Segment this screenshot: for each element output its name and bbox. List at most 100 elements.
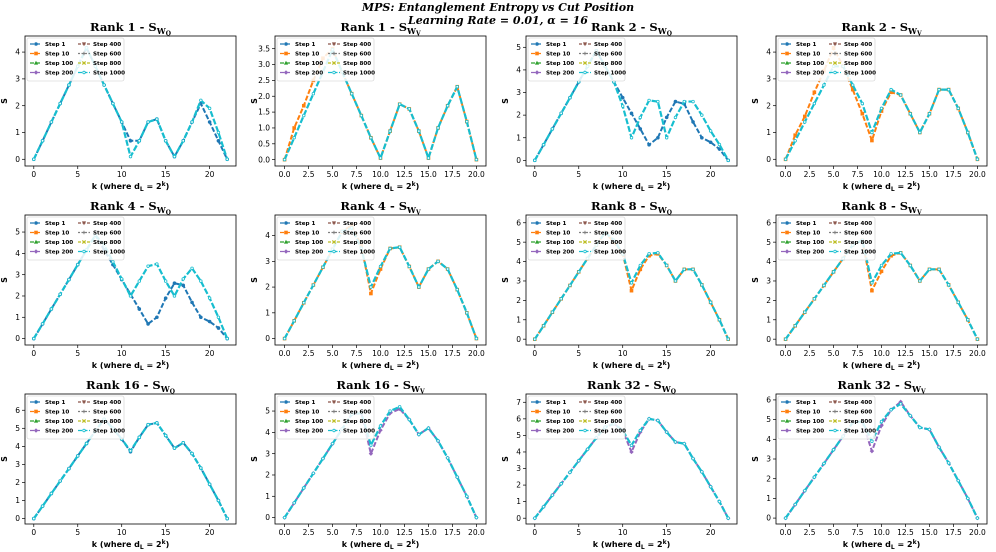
step-1000-marker <box>717 142 722 147</box>
legend-label: Step 200 <box>45 250 73 256</box>
step-1-marker <box>785 400 789 404</box>
y-tick-label: 4 <box>265 428 270 437</box>
step-1-marker <box>34 42 38 46</box>
x-tick-label: 10 <box>618 170 628 179</box>
y-tick-label: 4 <box>265 231 270 240</box>
step-1000-marker <box>84 441 89 446</box>
step-1000-marker <box>369 443 373 447</box>
y-tick-label: 2.5 <box>258 76 270 85</box>
x-tick-label: 0 <box>31 349 36 358</box>
panel-title: Rank 16 - SWV <box>336 378 425 396</box>
step-1000-marker <box>656 99 660 104</box>
x-tick-label: 20.0 <box>468 349 485 358</box>
y-tick-label: 2 <box>265 283 270 292</box>
step-1000-marker <box>282 336 287 341</box>
step-1000-marker <box>146 120 150 124</box>
legend-label: Step 400 <box>93 221 121 227</box>
step-1000-marker <box>111 101 115 106</box>
step-1000-marker <box>445 456 450 460</box>
legend-label: Step 10 <box>45 231 69 237</box>
step-400-marker <box>832 400 838 405</box>
legend-label: Step 400 <box>844 221 872 227</box>
legend-label: Step 1000 <box>93 71 125 77</box>
step-400-marker <box>832 42 838 47</box>
y-tick-label: 3.5 <box>258 44 270 53</box>
y-tick-label: 1 <box>766 315 771 324</box>
step-400-marker <box>81 400 87 405</box>
step-200-marker <box>534 70 540 75</box>
step-1000-marker <box>559 297 563 301</box>
x-tick-label: 7.5 <box>852 349 864 358</box>
step-1000-marker <box>647 417 651 421</box>
step-1000-marker <box>474 157 479 162</box>
step-1000-marker <box>833 428 837 433</box>
step-1000-marker <box>40 504 45 508</box>
y-tick-label: 3 <box>766 74 771 83</box>
step-1-marker <box>216 326 221 330</box>
x-tick-label: 7.5 <box>852 528 864 537</box>
legend-label: Step 100 <box>796 61 824 67</box>
x-tick-label: 0 <box>31 170 36 179</box>
step-1000-marker <box>638 428 642 433</box>
step-1000-marker <box>155 117 159 121</box>
step-600-marker <box>332 409 336 414</box>
x-tick-label: 15.0 <box>921 170 938 179</box>
step-1000-marker <box>49 120 54 124</box>
y-tick-label: 6 <box>766 396 771 405</box>
step-1000-marker <box>58 479 62 483</box>
panel-title: Rank 8 - SWV <box>841 199 922 217</box>
x-axis-label: k (where dL = 2k) <box>342 360 419 372</box>
step-1000-marker <box>163 139 168 143</box>
step-1-marker <box>146 322 150 326</box>
step-1000-marker <box>146 422 150 427</box>
step-1000-marker <box>583 70 587 75</box>
y-axis-label: S <box>0 98 9 104</box>
step-1000-marker <box>966 130 970 135</box>
step-400-marker <box>331 400 337 405</box>
step-1-marker <box>629 111 634 116</box>
x-axis-label: k (where dL = 2k) <box>843 181 920 193</box>
x-tick-label: 5 <box>576 170 581 179</box>
step-200-marker <box>33 428 39 433</box>
step-1000-marker <box>436 439 440 443</box>
step-10-marker <box>301 103 306 108</box>
step-1000-marker <box>163 279 168 283</box>
step-1000-marker <box>717 318 722 322</box>
step-1000-marker <box>956 300 960 305</box>
legend-label: Step 100 <box>295 61 323 67</box>
legend: Step 1 Step 10 Step 100 Step 200 Step 400 Ste… <box>777 216 876 261</box>
step-1000-marker <box>67 277 71 282</box>
step-1000-marker <box>332 428 336 433</box>
step-1000-marker <box>465 119 469 124</box>
step-1000-marker <box>831 270 836 274</box>
legend-label: Step 600 <box>594 52 622 58</box>
step-200-marker <box>33 70 39 75</box>
x-tick-label: 20.0 <box>468 170 485 179</box>
step-1000-marker <box>82 249 86 254</box>
chart-panel-12: Rank 32 - SWV 0.0 2.5 5.0 7.5 10.0 12.5 15.0 17.… <box>751 378 988 551</box>
x-tick-label: 17.5 <box>444 349 461 358</box>
step-1000-marker <box>700 470 704 474</box>
y-tick-label: 5 <box>15 424 20 433</box>
step-1000-marker <box>870 281 874 285</box>
legend-label: Step 600 <box>93 231 121 237</box>
step-400-marker <box>582 221 588 226</box>
step-400-marker <box>331 221 337 226</box>
step-10-marker <box>870 288 874 293</box>
step-1000-marker <box>155 262 159 266</box>
x-tick-label: 17.5 <box>945 528 962 537</box>
step-1000-marker <box>388 129 392 133</box>
legend-label: Step 1 <box>295 400 315 406</box>
y-tick-label: 5 <box>516 431 521 440</box>
step-1000-marker <box>128 154 133 159</box>
x-tick-label: 10.0 <box>873 349 890 358</box>
step-600-marker <box>332 51 336 56</box>
step-1000-marker <box>311 92 316 96</box>
step-1000-marker <box>199 279 203 283</box>
panel-title: Rank 2 - SWQ <box>591 20 672 38</box>
legend-label: Step 400 <box>594 400 622 406</box>
x-axis-label: k (where dL = 2k) <box>593 539 670 551</box>
panel-title: Rank 4 - SWV <box>340 199 421 217</box>
step-1000-marker <box>793 324 797 328</box>
